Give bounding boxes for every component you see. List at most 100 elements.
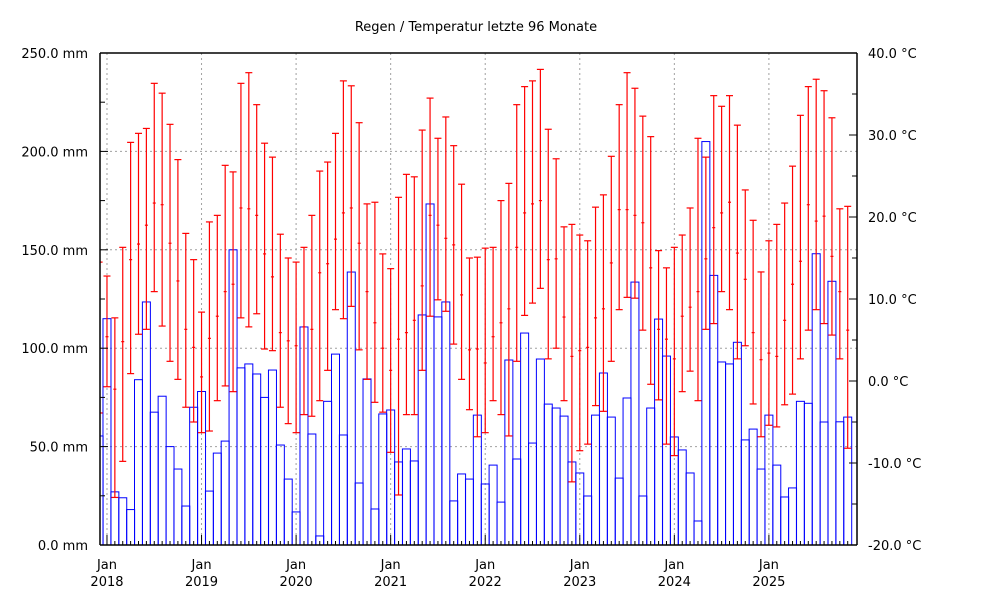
temperature-error-bar bbox=[268, 156, 276, 352]
rain-bar bbox=[780, 496, 790, 545]
rain-bar bbox=[283, 478, 293, 545]
temperature-error-bar bbox=[623, 72, 631, 298]
temperature-error-bars bbox=[100, 68, 852, 499]
temperature-error-bar bbox=[757, 271, 765, 438]
rain-bar bbox=[788, 487, 798, 545]
rain-bar bbox=[189, 406, 199, 545]
temperature-error-bar bbox=[584, 240, 592, 445]
rain-bar bbox=[606, 416, 616, 545]
left-axis-tick-label: 50.0 mm bbox=[30, 441, 88, 456]
temperature-error-bar bbox=[300, 246, 308, 416]
x-axis-year-label: 2019 bbox=[185, 575, 218, 590]
rain-bar bbox=[165, 446, 175, 545]
temperature-error-bar bbox=[662, 267, 670, 445]
x-axis-year-label: 2025 bbox=[752, 575, 785, 590]
temperature-error-bar bbox=[529, 80, 536, 304]
temperature-error-bar bbox=[127, 141, 135, 375]
right-axis-tick-label: -10.0 °C bbox=[868, 457, 921, 472]
x-axis-month-label: Jan bbox=[380, 558, 401, 573]
rain-bar bbox=[100, 435, 104, 545]
rain-bar bbox=[638, 495, 648, 545]
temperature-error-bar bbox=[410, 176, 418, 416]
temperature-error-bar bbox=[198, 311, 206, 434]
rain-bar bbox=[725, 363, 734, 545]
rain-bar bbox=[134, 379, 143, 545]
temperature-error-bar bbox=[765, 240, 773, 426]
rain-bar bbox=[646, 407, 656, 545]
rain-bar bbox=[126, 509, 136, 545]
temperature-error-bar bbox=[324, 161, 332, 371]
temperature-error-bar bbox=[229, 171, 237, 393]
temperature-error-bar bbox=[733, 124, 741, 360]
x-axis-month-label: Jan bbox=[569, 558, 590, 573]
rain-bar bbox=[520, 332, 530, 545]
temperature-error-bar bbox=[781, 202, 789, 406]
temperature-error-bar bbox=[402, 173, 410, 416]
temperature-error-bar bbox=[339, 80, 347, 320]
temperature-error-bar bbox=[812, 78, 820, 311]
rain-bar bbox=[732, 341, 742, 545]
rain-bar bbox=[307, 433, 317, 545]
temperature-error-bar bbox=[237, 82, 245, 319]
rain-bar bbox=[204, 490, 214, 545]
temperature-error-bar bbox=[710, 95, 718, 325]
temperature-error-bar bbox=[789, 165, 797, 395]
rain-bar bbox=[559, 415, 569, 545]
right-axis-tick-label: -20.0 °C bbox=[868, 539, 921, 554]
temperature-error-bar bbox=[387, 268, 395, 453]
rain-bars bbox=[100, 141, 853, 545]
temperature-error-bar bbox=[836, 208, 844, 360]
rain-bar bbox=[331, 353, 340, 545]
temperature-error-bar bbox=[465, 257, 473, 411]
x-axis-month-label: Jan bbox=[663, 558, 684, 573]
temperature-error-bar bbox=[213, 214, 221, 402]
temperature-error-bar bbox=[741, 189, 749, 347]
x-axis-month-label: Jan bbox=[474, 558, 495, 573]
temperature-error-bar bbox=[245, 72, 253, 328]
x-axis-year-label: 2021 bbox=[374, 575, 407, 590]
temperature-error-bar bbox=[103, 275, 111, 388]
rain-bar bbox=[835, 421, 845, 545]
temperature-error-bar bbox=[560, 226, 568, 402]
temperature-error-bar bbox=[820, 90, 828, 325]
rain-bar bbox=[362, 378, 372, 545]
left-axis-tick-label: 200.0 mm bbox=[21, 145, 88, 160]
rain-bar bbox=[449, 500, 459, 545]
rain-bar bbox=[551, 407, 561, 545]
x-axis-year-label: 2022 bbox=[469, 575, 502, 590]
temperature-error-bar bbox=[182, 232, 190, 408]
rain-bar bbox=[677, 449, 687, 545]
temperature-error-bar bbox=[647, 136, 655, 385]
rain-bar bbox=[441, 301, 451, 545]
right-axis-tick-label: 30.0 °C bbox=[868, 129, 917, 144]
temperature-error-bar bbox=[190, 259, 198, 423]
rain-bar bbox=[528, 442, 537, 545]
temperature-error-bar bbox=[844, 205, 852, 449]
temperature-error-bar bbox=[718, 105, 726, 293]
temperature-error-bar bbox=[536, 68, 544, 289]
temperature-error-bar bbox=[363, 203, 371, 380]
rain-bar bbox=[433, 316, 443, 545]
temperature-error-bar bbox=[639, 115, 647, 331]
rain-bar bbox=[260, 396, 270, 545]
temperature-error-bar bbox=[434, 137, 442, 301]
rain-bar bbox=[244, 363, 254, 545]
rain-bar bbox=[622, 397, 632, 545]
rain-bar bbox=[220, 440, 230, 545]
temperature-error-bar bbox=[678, 234, 686, 393]
temperature-error-bar bbox=[355, 122, 363, 351]
rain-bar bbox=[614, 477, 624, 545]
temperature-error-bar bbox=[458, 183, 466, 380]
temperature-error-bar bbox=[347, 85, 355, 307]
temperature-error-bar bbox=[261, 142, 269, 350]
rain-bar bbox=[346, 271, 356, 545]
x-axis-year-label: 2024 bbox=[658, 575, 691, 590]
rain-bar bbox=[236, 367, 246, 545]
temperature-error-bar bbox=[426, 97, 434, 317]
rain-bar bbox=[401, 448, 411, 545]
temperature-error-bar bbox=[670, 246, 678, 457]
rain-bar bbox=[212, 452, 222, 545]
rain-bar bbox=[496, 501, 506, 545]
temperature-error-bar bbox=[135, 132, 142, 335]
temperature-error-bar bbox=[521, 86, 529, 316]
